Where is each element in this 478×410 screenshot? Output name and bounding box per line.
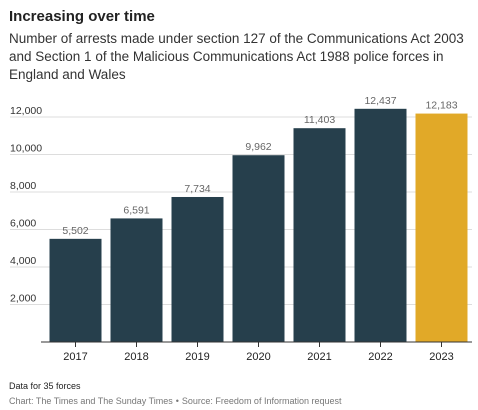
- bar-value-label: 11,403: [304, 114, 335, 126]
- bar: [294, 128, 346, 342]
- y-tick-label: 6,000: [10, 218, 36, 230]
- y-tick-label: 2,000: [10, 293, 36, 305]
- source-line: Chart: The Times and The Sunday Times • So…: [9, 396, 342, 406]
- y-tick-label: 10,000: [10, 143, 42, 155]
- bar: [355, 109, 407, 342]
- bar-value-label: 6,591: [123, 204, 149, 216]
- bar-value-label: 12,183: [425, 100, 457, 112]
- bar-value-label: 9,962: [245, 141, 271, 153]
- data-note: Data for 35 forces: [9, 381, 81, 391]
- x-tick-label: 2019: [185, 351, 209, 363]
- bar-value-label: 5,502: [62, 225, 88, 237]
- bar: [50, 239, 102, 342]
- source-text: Source: Freedom of Information request: [182, 396, 342, 406]
- bar: [233, 155, 285, 342]
- y-tick-label: 8,000: [10, 180, 36, 192]
- bar-value-label: 12,437: [364, 95, 396, 107]
- bar: [416, 114, 468, 342]
- bar: [172, 197, 224, 342]
- credit-separator: •: [176, 396, 179, 406]
- x-tick-label: 2022: [368, 351, 392, 363]
- x-tick-label: 2018: [124, 351, 148, 363]
- chart-credit: Chart: The Times and The Sunday Times: [9, 396, 173, 406]
- x-tick-label: 2020: [246, 351, 270, 363]
- y-tick-label: 4,000: [10, 255, 36, 267]
- x-tick-label: 2021: [307, 351, 331, 363]
- bar-value-label: 7,734: [184, 183, 210, 195]
- bar: [111, 218, 163, 342]
- x-tick-label: 2023: [429, 351, 453, 363]
- x-tick-label: 2017: [63, 351, 87, 363]
- y-tick-label: 12,000: [10, 105, 42, 117]
